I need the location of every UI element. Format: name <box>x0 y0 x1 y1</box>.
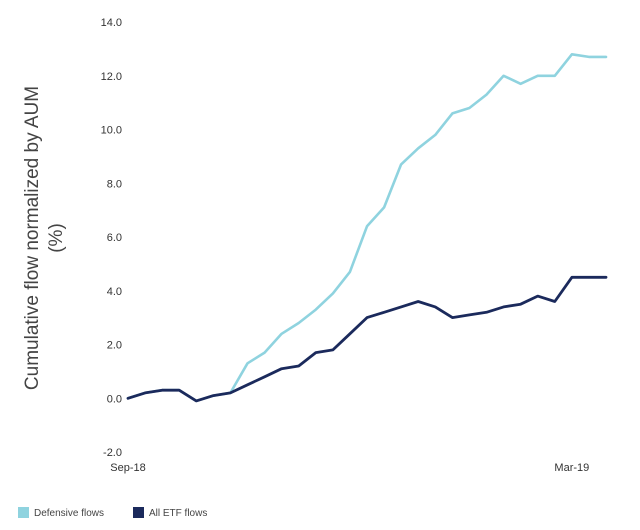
legend-label: Defensive flows <box>34 508 104 519</box>
series-line-defensive-flows <box>126 52 608 403</box>
x-tick-label: Sep-18 <box>110 462 145 474</box>
y-tick-label: 8.0 <box>107 178 122 190</box>
y-tick-label: 0.0 <box>107 393 122 405</box>
y-tick-label: 6.0 <box>107 232 122 244</box>
legend: Defensive flows All ETF flows <box>18 507 207 519</box>
y-tick-label: -2.0 <box>103 447 122 459</box>
y-tick-label: 2.0 <box>107 340 122 352</box>
legend-label: All ETF flows <box>149 508 207 519</box>
legend-swatch <box>133 507 144 518</box>
x-tick-labels: Sep-18 Mar-19 <box>110 462 589 474</box>
y-tick-label: 14.0 <box>101 17 122 29</box>
series-line-all-etf-flows <box>126 275 608 403</box>
y-tick-label: 4.0 <box>107 286 122 298</box>
y-axis-label-line: (%) <box>46 223 67 253</box>
y-axis-label-line: Cumulative flow normalized by AUM <box>22 86 43 390</box>
legend-swatch <box>18 507 29 518</box>
series-lines <box>126 52 608 403</box>
y-tick-label: 12.0 <box>101 71 122 83</box>
y-tick-labels: 14.0 12.0 10.0 8.0 6.0 4.0 2.0 0.0 -2.0 <box>101 17 122 459</box>
y-tick-label: 10.0 <box>101 125 122 137</box>
y-axis-label: Cumulative flow normalized by AUM (%) <box>22 86 67 390</box>
x-tick-label: Mar-19 <box>554 462 589 474</box>
